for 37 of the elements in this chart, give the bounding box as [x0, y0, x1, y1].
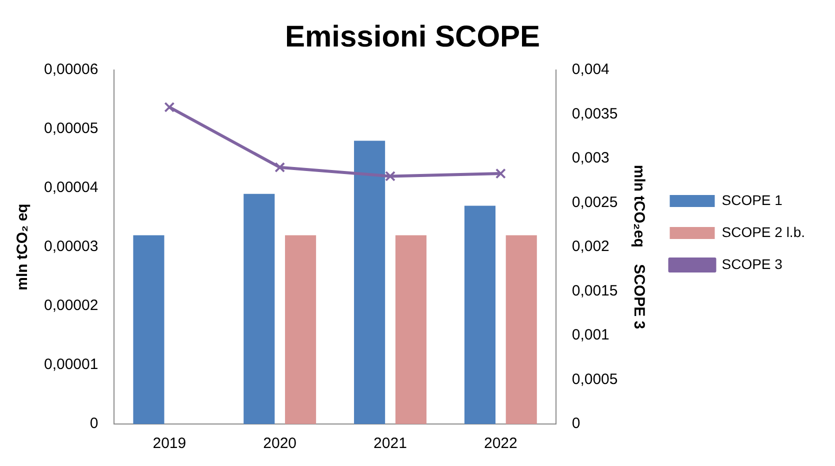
bar	[464, 206, 496, 424]
legend-label: SCOPE 3	[722, 256, 783, 272]
bar	[354, 140, 386, 424]
y2-tick-label: 0,003	[572, 150, 610, 167]
y-tick-label: 0,00003	[44, 238, 98, 256]
y2-tick-label: 0,0035	[572, 105, 618, 122]
point	[495, 168, 506, 179]
bar	[506, 235, 537, 424]
point	[164, 102, 175, 112]
point	[385, 170, 396, 182]
y2-tick-label: 0,001	[572, 326, 610, 344]
y2-tick-label: 0,0025	[572, 194, 618, 211]
point	[274, 162, 286, 173]
y-tick-label: 0,00001	[44, 356, 98, 374]
x-tick-label: 2022	[484, 435, 518, 452]
y-tick-label: 0	[90, 415, 98, 432]
bar	[395, 235, 426, 424]
y2-tick-label: 0,004	[572, 61, 610, 78]
y-tick-label: 0,00005	[44, 120, 98, 138]
y-tick-label: 0,00002	[44, 297, 98, 314]
x-tick-label: 2021	[374, 435, 407, 452]
y2-axis-title: mln tCO₂eq SCOPE 3	[630, 164, 648, 330]
y-axis-title: mln tCO₂ eq	[14, 204, 32, 290]
y2-tick-label: 0,0005	[572, 370, 618, 388]
y2-tick-label: 0	[572, 415, 580, 432]
x-tick-label: 2019	[152, 435, 186, 452]
legend-label: SCOPE 2 l.b.	[722, 224, 806, 240]
y-tick-label: 0,00004	[44, 179, 98, 196]
bar	[285, 235, 316, 424]
x-tick-label: 2020	[263, 435, 297, 452]
y2-tick-label: 0,002	[572, 238, 610, 256]
legend-label: SCOPE 1	[722, 192, 783, 208]
y-tick-label: 0,00006	[44, 61, 98, 78]
y2-tick-label: 0,0015	[572, 282, 618, 300]
bar	[133, 235, 164, 424]
chart-title: Emissioni SCOPE	[284, 20, 540, 54]
bar	[244, 194, 275, 424]
